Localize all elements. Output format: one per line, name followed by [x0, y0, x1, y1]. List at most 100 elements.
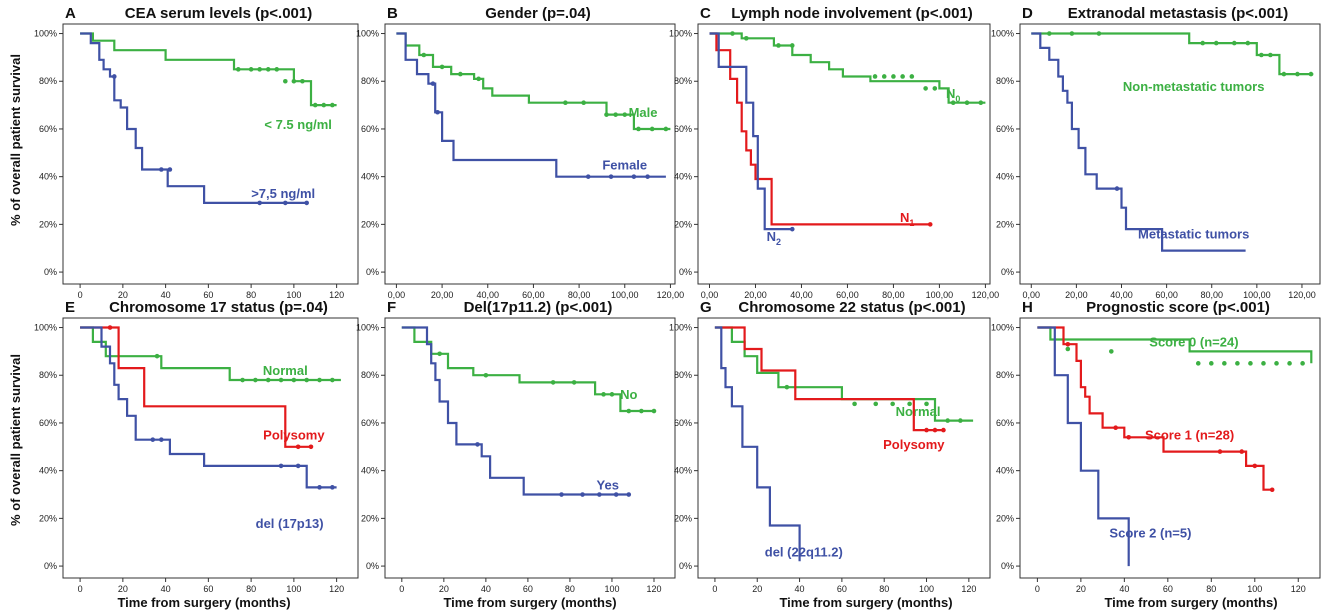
survival-curve [714, 326, 974, 422]
panel-g: 0% 20% 40% 60% 80% 100% 0 20 40 60 80 100 120 G Chromo… [669, 299, 991, 594]
panel-c: 0% 20% 40% 60% 80% 100% 0,00 20,00 40,00 60,00 80,… [669, 5, 999, 300]
y-axis-title-top: % of overall patient survival [8, 54, 23, 226]
panel-h: 0% 20% 40% 60% 80% 100% 0 20 40 60 80 100 120 H Progno… [991, 299, 1321, 594]
y-tick-label: 80% [39, 76, 57, 86]
censor-mark [1213, 40, 1219, 46]
censor-mark [159, 167, 164, 172]
censor-mark [1195, 361, 1201, 366]
panel-title: Chromosome 17 status (p=.04) [109, 299, 328, 316]
censor-mark [257, 67, 262, 72]
censor-mark [1069, 31, 1075, 36]
censor-mark [784, 384, 790, 390]
censor-mark [580, 492, 585, 497]
x-tick-label: 0 [712, 584, 717, 594]
censor-mark [421, 52, 427, 58]
y-tick-label: 80% [361, 370, 379, 380]
censor-mark [613, 492, 619, 497]
x-tick-label: 80 [565, 584, 575, 594]
y-tick-label: 40% [361, 466, 379, 476]
y-tick-label: 100% [669, 323, 692, 333]
panel-title: Chromosome 22 status (p<.001) [738, 299, 965, 316]
x-tick-label: 60,00 [1155, 290, 1178, 300]
x-tick-label: 80 [246, 290, 256, 300]
censor-mark [626, 492, 632, 497]
censor-mark [609, 392, 615, 397]
censor-mark [622, 112, 628, 117]
panel-letter: D [1022, 5, 1033, 22]
censor-mark [1109, 349, 1114, 354]
censor-mark [585, 174, 591, 179]
censor-mark [1096, 31, 1102, 36]
censor-mark [439, 64, 445, 70]
censor-mark [1252, 463, 1258, 469]
x-tick-label: 60 [837, 584, 847, 594]
censor-mark [890, 401, 895, 407]
censor-mark [154, 353, 160, 359]
censor-mark [881, 74, 887, 79]
censor-mark [776, 43, 781, 48]
censor-mark [1200, 40, 1206, 46]
censor-mark [1217, 449, 1223, 454]
x-tick-label: 40 [1119, 584, 1129, 594]
censor-mark [550, 380, 556, 385]
y-tick-label: 20% [39, 219, 57, 229]
y-tick-label: 40% [674, 466, 692, 476]
y-tick-label: 0% [44, 267, 57, 277]
x-tick-label: 120 [1291, 584, 1306, 594]
plot-frame [62, 317, 359, 579]
censor-mark [945, 418, 950, 423]
y-tick-label: 60% [674, 418, 692, 428]
censor-mark [112, 74, 117, 79]
y-tick-label: 0% [679, 561, 692, 571]
series-label: Normal [263, 363, 308, 378]
censor-mark [1047, 31, 1052, 36]
y-tick-label: 100% [34, 29, 57, 39]
x-tick-label: 0 [78, 290, 83, 300]
y-tick-label: 0% [679, 267, 692, 277]
censor-mark [649, 126, 655, 132]
y-tick-label: 40% [39, 466, 57, 476]
y-tick-label: 60% [39, 124, 57, 134]
x-tick-label: 60 [203, 290, 213, 300]
panel-title: Lymph node involvement (p<.001) [731, 5, 973, 22]
survival-curve [709, 32, 793, 231]
x-tick-label: 120,00 [657, 290, 685, 300]
censor-mark [435, 109, 440, 115]
censor-mark [330, 485, 335, 490]
series-label: Score 0 (n=24) [1149, 335, 1238, 350]
y-tick-label: 20% [674, 513, 692, 523]
x-tick-label: 40 [795, 584, 805, 594]
x-tick-label: 80,00 [882, 290, 905, 300]
x-tick-label: 120 [329, 584, 344, 594]
y-tick-label: 60% [996, 418, 1014, 428]
censor-mark [321, 102, 327, 108]
x-tick-label: 100 [604, 584, 619, 594]
survival-curve [709, 32, 986, 104]
y-tick-label: 20% [996, 219, 1014, 229]
censor-mark [1287, 361, 1292, 366]
survival-curve [714, 326, 944, 432]
censor-mark [1295, 71, 1300, 77]
x-axis-title-g: Time from surgery (months) [779, 595, 952, 610]
x-tick-label: 100,00 [926, 290, 954, 300]
censor-mark [743, 36, 749, 41]
x-tick-label: 40 [481, 584, 491, 594]
censor-mark [295, 444, 301, 450]
censor-mark [571, 380, 577, 385]
y-tick-label: 0% [366, 561, 379, 571]
censor-mark [257, 200, 262, 206]
y-tick-label: 60% [361, 124, 379, 134]
censor-mark [476, 76, 481, 82]
censor-mark [274, 67, 280, 72]
censor-mark [601, 392, 606, 397]
y-tick-label: 60% [361, 418, 379, 428]
y-tick-label: 40% [996, 172, 1014, 182]
censor-mark [1235, 361, 1240, 366]
x-tick-label: 100 [1247, 584, 1262, 594]
plot-frame [384, 23, 676, 285]
censor-mark [430, 81, 436, 86]
series-label: < 7.5 ng/ml [264, 117, 332, 132]
censor-mark [1245, 40, 1251, 46]
censor-mark [1209, 361, 1214, 366]
x-tick-label: 120 [646, 584, 661, 594]
